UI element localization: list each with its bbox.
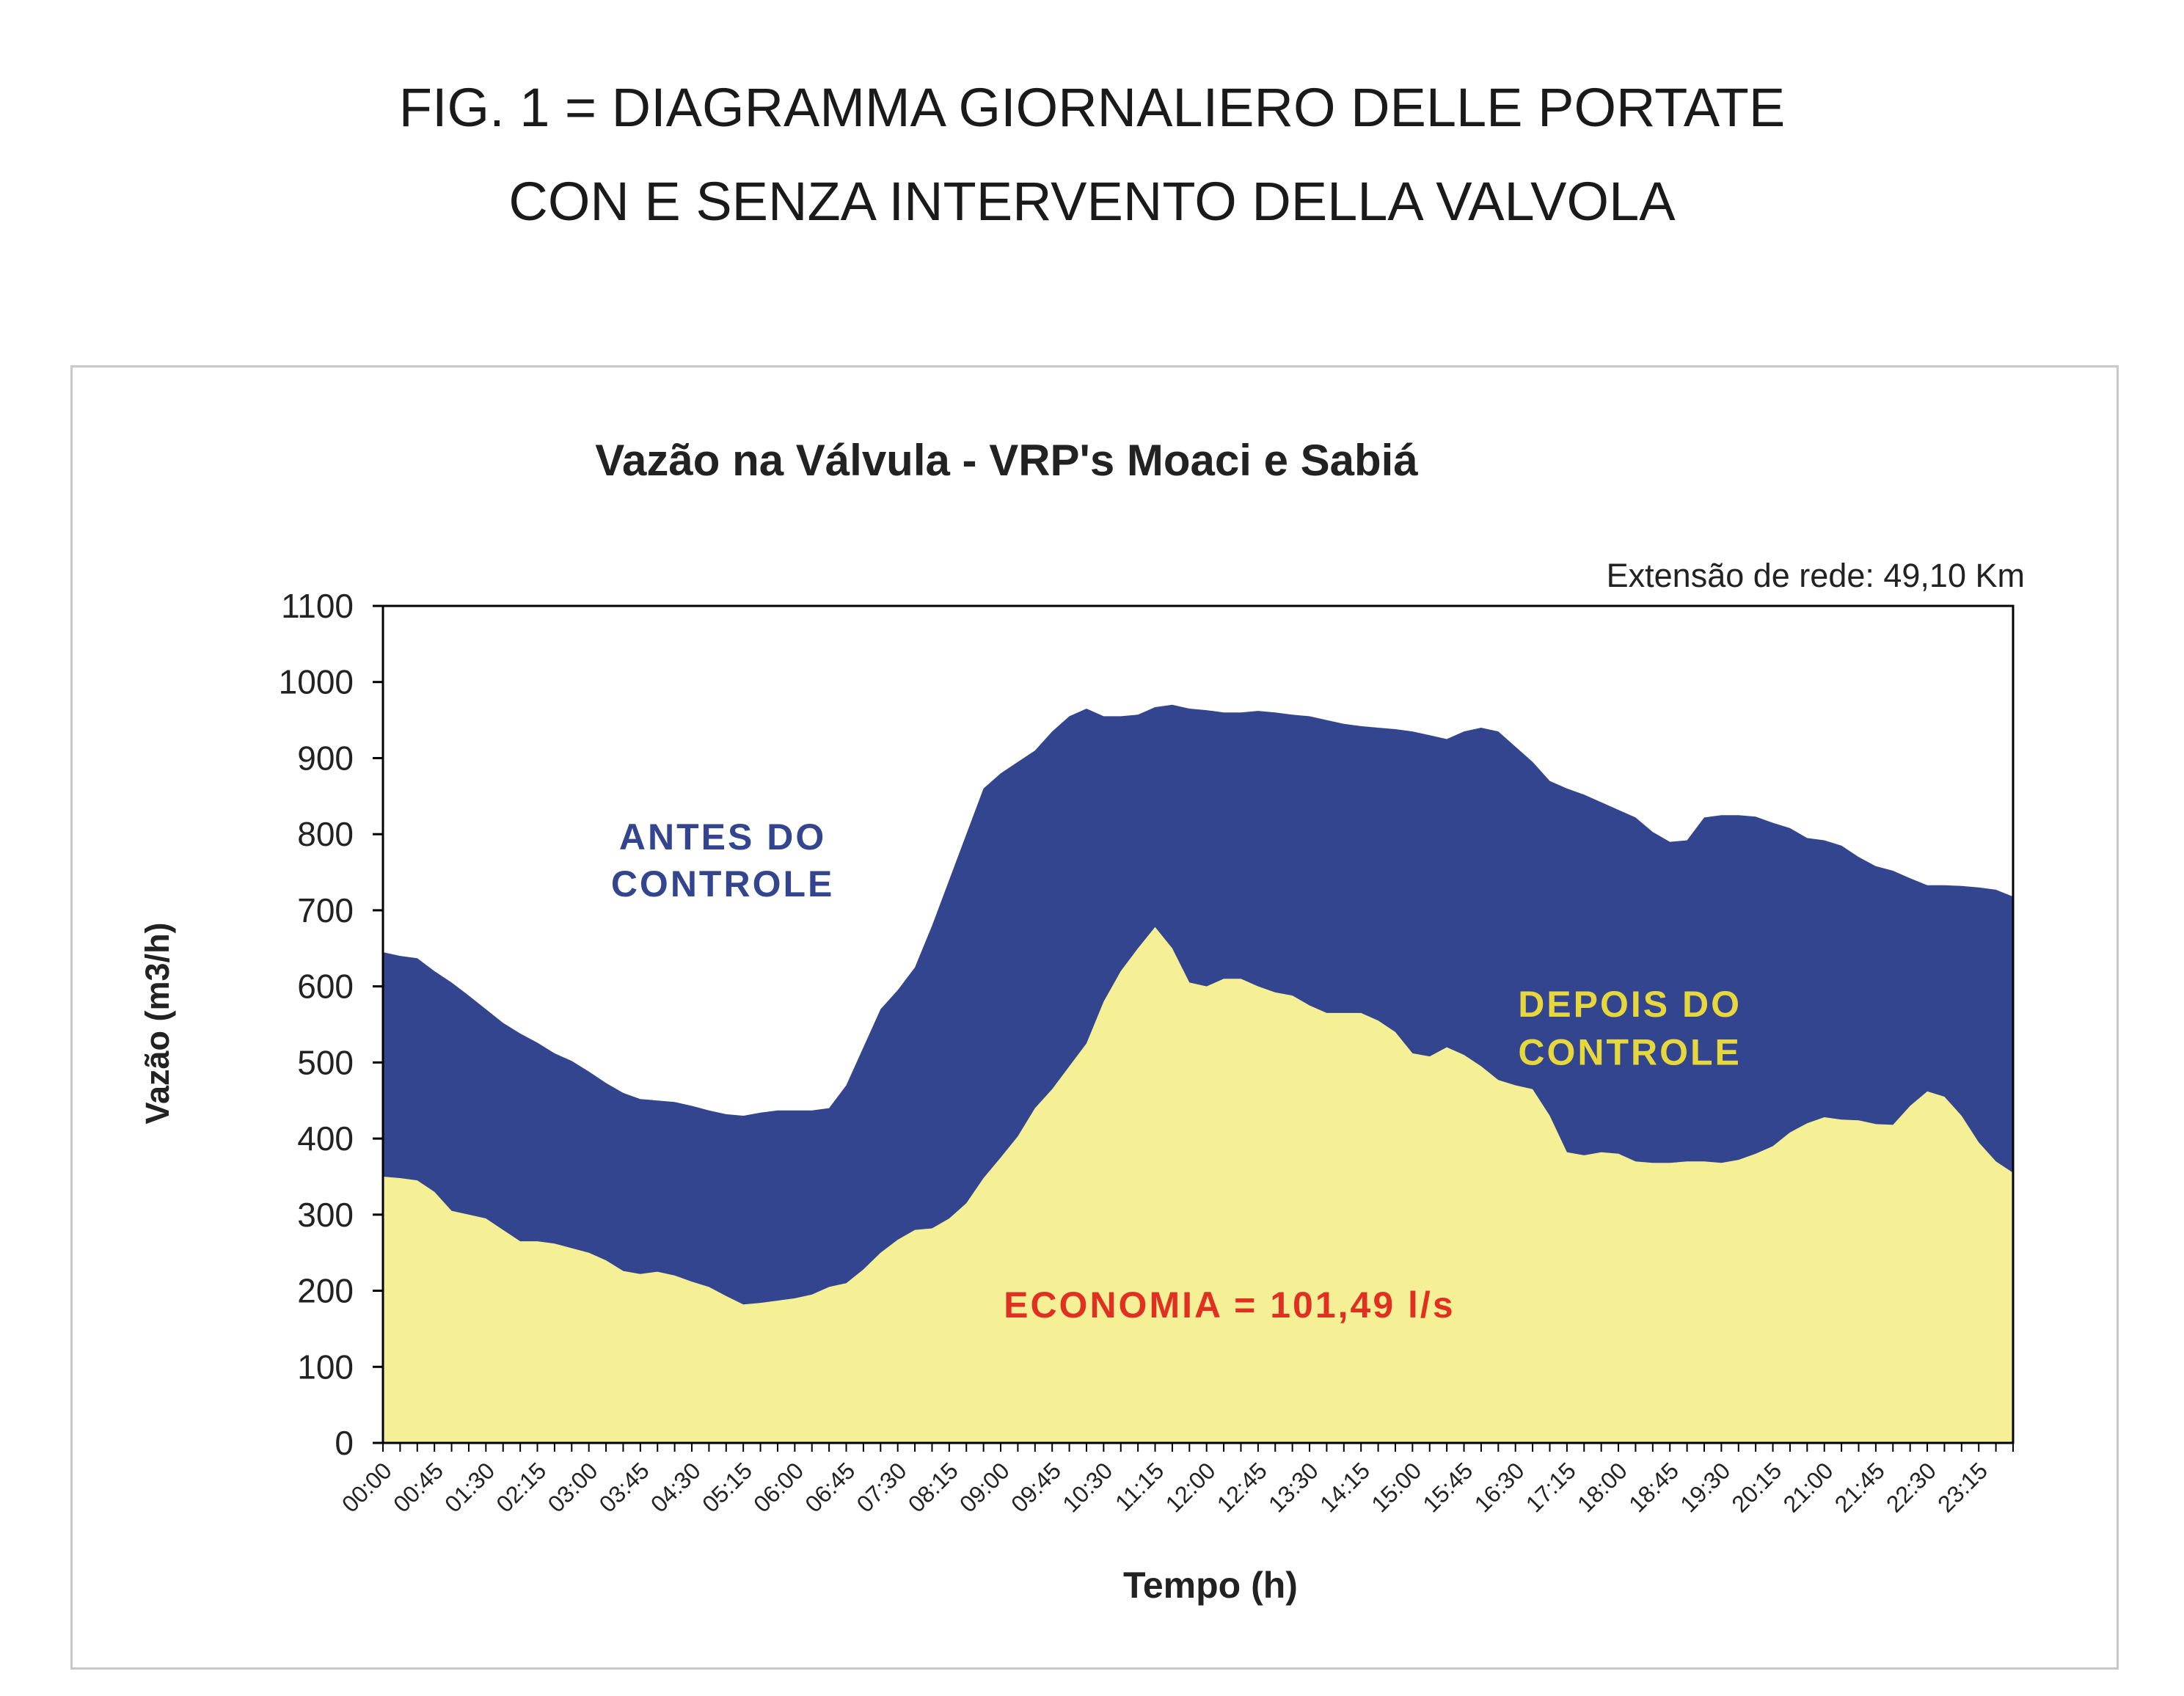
chart-title: Vazão na Válvula - VRP's Moaci e Sabiá xyxy=(595,436,1418,485)
y-tick-label-300: 300 xyxy=(297,1196,354,1234)
area-series-2 xyxy=(383,926,2013,1443)
figure-title-line1: FIG. 1 = DIAGRAMMA GIORNALIERO DELLE POR… xyxy=(398,77,1786,138)
x-tick-label: 01:30 xyxy=(439,1457,500,1517)
y-tick-label-800: 800 xyxy=(297,815,354,853)
network-extension-note: Extensão de rede: 49,10 Km xyxy=(1607,557,2025,594)
x-tick-label: 00:00 xyxy=(337,1457,397,1517)
x-tick-label: 17:15 xyxy=(1521,1457,1581,1517)
x-tick-label: 23:15 xyxy=(1932,1457,1993,1517)
x-tick-label: 06:00 xyxy=(748,1457,808,1517)
x-tick-label: 06:45 xyxy=(800,1457,860,1517)
annotation-before-line2: CONTROLE xyxy=(611,863,835,904)
x-tick-label: 15:00 xyxy=(1366,1457,1426,1517)
y-tick-label-100: 100 xyxy=(297,1348,354,1386)
x-tick-label: 21:00 xyxy=(1778,1457,1838,1517)
y-tick-label-900: 900 xyxy=(297,739,354,777)
x-tick-label: 13:30 xyxy=(1263,1457,1323,1517)
x-tick-label: 15:45 xyxy=(1417,1457,1478,1517)
x-tick-label: 09:45 xyxy=(1006,1457,1066,1517)
x-tick-label: 16:30 xyxy=(1469,1457,1530,1517)
y-axis-label: Vazão (m3/h) xyxy=(139,922,176,1124)
y-tick-label-700: 700 xyxy=(297,891,354,929)
x-tick-label: 22:30 xyxy=(1881,1457,1941,1517)
x-tick-label: 12:45 xyxy=(1212,1457,1272,1517)
x-tick-label: 11:15 xyxy=(1110,1457,1169,1516)
y-tick-label-1000: 1000 xyxy=(279,663,354,701)
y-tick-label-200: 200 xyxy=(297,1272,354,1310)
x-tick-label: 03:00 xyxy=(543,1457,603,1517)
x-tick-label: 10:30 xyxy=(1057,1457,1117,1517)
figure-title-line2: CON E SENZA INTERVENTO DELLA VALVOLA xyxy=(508,171,1676,232)
annotation-before-line1: ANTES DO xyxy=(619,816,826,858)
x-tick-label: 19:30 xyxy=(1675,1457,1735,1517)
annotation-after-line2: CONTROLE xyxy=(1518,1031,1742,1072)
x-tick-label: 05:15 xyxy=(697,1457,757,1517)
x-tick-label: 18:00 xyxy=(1572,1457,1632,1517)
x-tick-label: 08:15 xyxy=(903,1457,963,1517)
plot-border xyxy=(381,604,2015,1444)
chart-frame xyxy=(70,365,2119,1670)
annotation-savings: ECONOMIA = 101,49 l/s xyxy=(1004,1284,1456,1326)
x-tick-label: 09:00 xyxy=(954,1457,1015,1517)
x-tick-label: 20:15 xyxy=(1726,1457,1786,1517)
x-tick-label: 14:15 xyxy=(1315,1457,1375,1517)
x-axis-label: Tempo (h) xyxy=(1123,1565,1298,1606)
y-tick-label-500: 500 xyxy=(297,1043,354,1081)
y-tick-label-400: 400 xyxy=(297,1119,354,1158)
x-tick-label: 07:30 xyxy=(852,1457,912,1517)
x-tick-label: 21:45 xyxy=(1830,1457,1890,1517)
x-tick-label: 12:00 xyxy=(1161,1457,1221,1517)
x-tick-label: 18:45 xyxy=(1624,1457,1684,1517)
annotation-after-line1: DEPOIS DO xyxy=(1518,984,1742,1025)
y-tick-label-1100: 1100 xyxy=(281,587,354,625)
x-tick-label: 00:45 xyxy=(388,1457,448,1517)
x-tick-label: 04:30 xyxy=(646,1457,706,1517)
y-tick-label-600: 600 xyxy=(297,968,354,1006)
y-tick-label-0: 0 xyxy=(335,1424,354,1462)
x-tick-label: 02:15 xyxy=(491,1457,551,1517)
x-tick-label: 03:45 xyxy=(594,1457,654,1517)
